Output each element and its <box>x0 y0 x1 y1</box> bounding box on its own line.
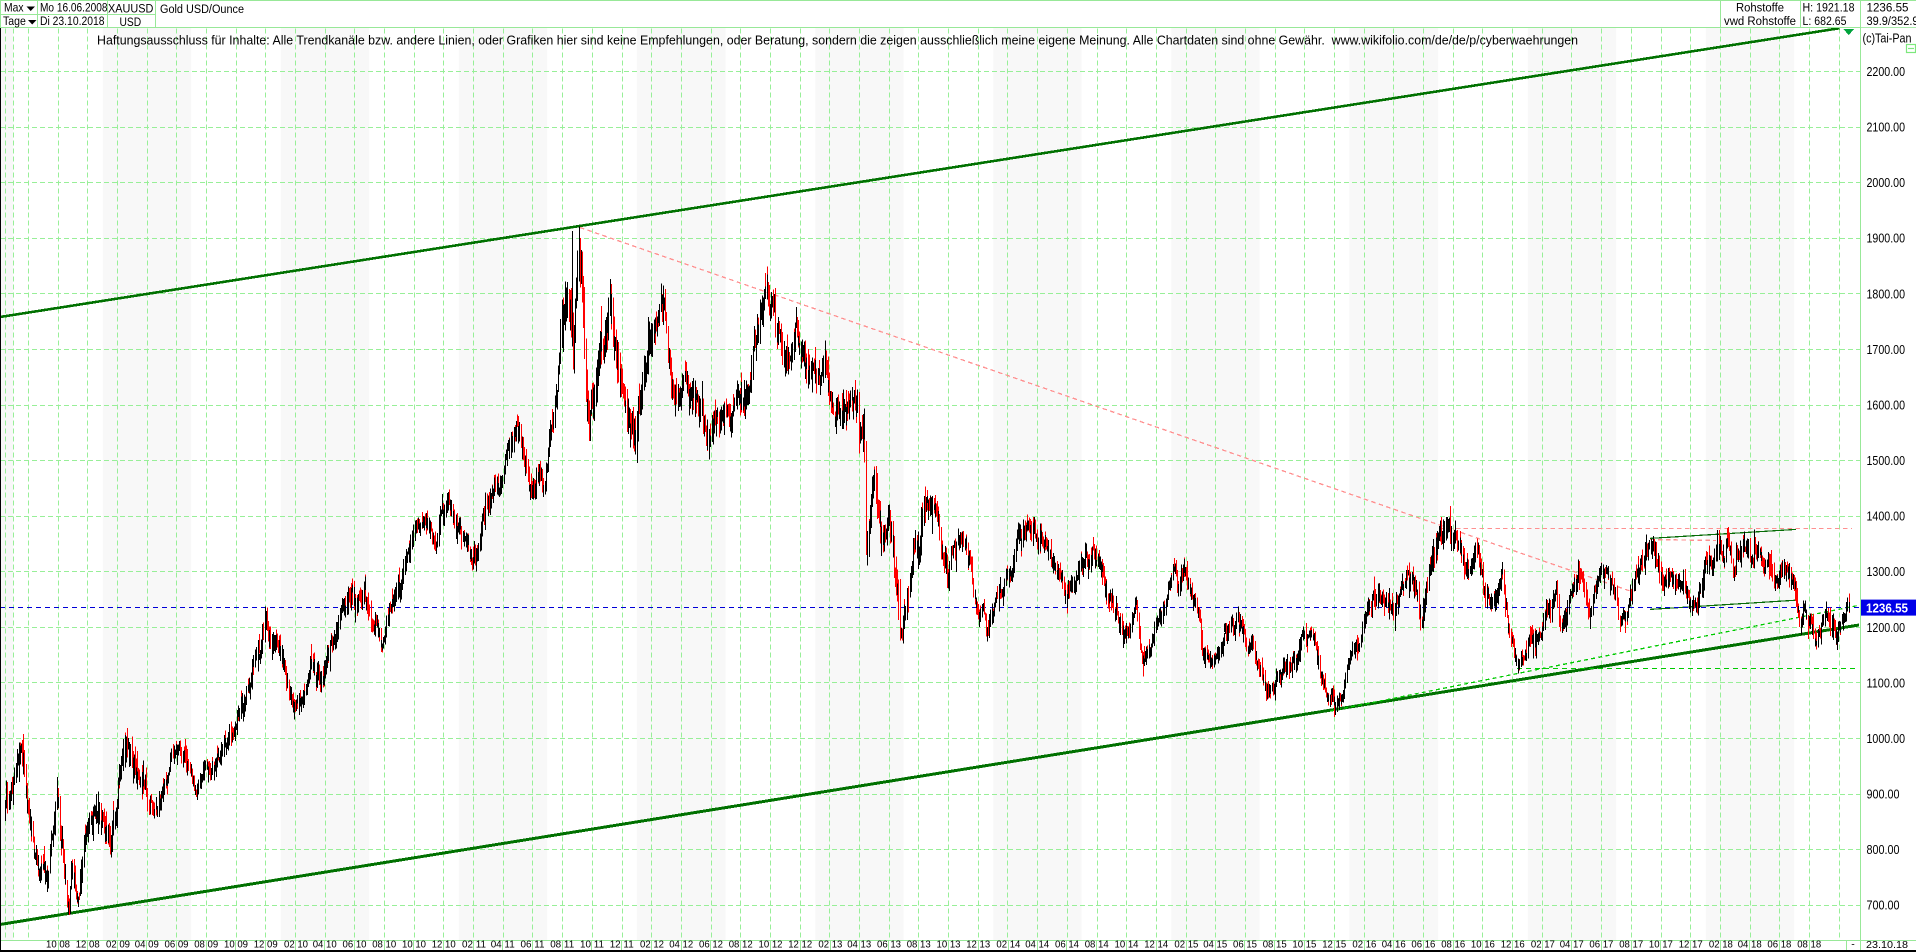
svg-text:(c)Tai-Pan: (c)Tai-Pan <box>1863 32 1912 46</box>
svg-text:04 18: 04 18 <box>1738 939 1762 951</box>
svg-text:06 09: 06 09 <box>165 939 189 951</box>
svg-text:10 12: 10 12 <box>759 939 783 951</box>
svg-text:08 11: 08 11 <box>550 939 574 951</box>
svg-text:04 17: 04 17 <box>1560 939 1584 951</box>
svg-text:10 15: 10 15 <box>1292 939 1316 951</box>
svg-text:1000.00: 1000.00 <box>1867 732 1906 746</box>
svg-text:12 10: 12 10 <box>432 939 456 951</box>
svg-text:08 15: 08 15 <box>1263 939 1287 951</box>
svg-text:2200.00: 2200.00 <box>1867 65 1906 79</box>
svg-text:04 14: 04 14 <box>1025 939 1049 951</box>
svg-text:10 08: 10 08 <box>46 939 70 951</box>
svg-text:L: 682.65: L: 682.65 <box>1803 14 1847 28</box>
svg-text:39.9/352.9: 39.9/352.9 <box>1867 14 1916 28</box>
svg-text:10 09: 10 09 <box>224 939 248 951</box>
svg-text:12 15: 12 15 <box>1322 939 1346 951</box>
svg-text:12 11: 12 11 <box>610 939 634 951</box>
svg-text:02 14: 02 14 <box>996 939 1020 951</box>
svg-text:02 17: 02 17 <box>1531 939 1555 951</box>
svg-text:08 18: 08 18 <box>1797 939 1821 951</box>
svg-text:12 09: 12 09 <box>254 939 278 951</box>
svg-text:1700.00: 1700.00 <box>1867 343 1906 357</box>
svg-text:1300.00: 1300.00 <box>1867 565 1906 579</box>
svg-text:04 12: 04 12 <box>669 939 693 951</box>
svg-text:02 18: 02 18 <box>1709 939 1733 951</box>
svg-text:04 11: 04 11 <box>491 939 515 951</box>
svg-text:1400.00: 1400.00 <box>1867 510 1906 524</box>
svg-text:XAUUSD: XAUUSD <box>108 2 153 16</box>
svg-text:Gold USD/Ounce: Gold USD/Ounce <box>160 2 244 16</box>
svg-text:10 14: 10 14 <box>1115 939 1139 951</box>
svg-text:10 10: 10 10 <box>402 939 426 951</box>
svg-text:Tage: Tage <box>3 14 26 28</box>
svg-text:12 13: 12 13 <box>966 939 990 951</box>
svg-text:08 13: 08 13 <box>907 939 931 951</box>
svg-text:06 18: 06 18 <box>1767 939 1791 951</box>
svg-text:08 14: 08 14 <box>1085 939 1109 951</box>
svg-text:1236.55: 1236.55 <box>1867 1 1909 15</box>
svg-text:02 11: 02 11 <box>462 939 486 951</box>
svg-text:vwd Rohstoffe: vwd Rohstoffe <box>1724 14 1796 28</box>
svg-text:12 14: 12 14 <box>1144 939 1168 951</box>
svg-text:02 12: 02 12 <box>640 939 664 951</box>
svg-text:800.00: 800.00 <box>1867 843 1900 857</box>
svg-text:06 12: 06 12 <box>699 939 723 951</box>
svg-text:Di 23.10.2018: Di 23.10.2018 <box>40 14 105 28</box>
svg-text:H: 1921.18: H: 1921.18 <box>1803 1 1855 15</box>
svg-text:10 17: 10 17 <box>1649 939 1673 951</box>
svg-text:Rohstoffe: Rohstoffe <box>1736 1 1784 15</box>
svg-text:USD: USD <box>120 15 142 29</box>
svg-text:06 13: 06 13 <box>877 939 901 951</box>
svg-text:06 10: 06 10 <box>343 939 367 951</box>
svg-text:1500.00: 1500.00 <box>1867 454 1906 468</box>
svg-text:10 11: 10 11 <box>580 939 604 951</box>
svg-text:23.10.18: 23.10.18 <box>1866 939 1908 951</box>
svg-text:12 12: 12 12 <box>788 939 812 951</box>
svg-text:08 09: 08 09 <box>194 939 218 951</box>
svg-text:04 13: 04 13 <box>847 939 871 951</box>
svg-text:02 15: 02 15 <box>1174 939 1198 951</box>
svg-text:Mo 16.06.2008: Mo 16.06.2008 <box>40 1 108 15</box>
svg-text:2000.00: 2000.00 <box>1867 176 1906 190</box>
svg-text:1200.00: 1200.00 <box>1867 621 1906 635</box>
svg-text:1100.00: 1100.00 <box>1867 676 1906 690</box>
svg-text:08 17: 08 17 <box>1619 939 1643 951</box>
svg-text:-: - <box>1851 939 1855 951</box>
svg-text:10 13: 10 13 <box>937 939 961 951</box>
svg-text:08 12: 08 12 <box>729 939 753 951</box>
svg-text:Max: Max <box>4 1 24 15</box>
svg-text:12 16: 12 16 <box>1501 939 1525 951</box>
svg-text:1800.00: 1800.00 <box>1867 287 1906 301</box>
svg-text:04 15: 04 15 <box>1203 939 1227 951</box>
svg-text:10 16: 10 16 <box>1471 939 1495 951</box>
svg-text:700.00: 700.00 <box>1867 899 1900 913</box>
svg-text:04 16: 04 16 <box>1382 939 1406 951</box>
svg-text:06 11: 06 11 <box>521 939 545 951</box>
svg-text:12 17: 12 17 <box>1679 939 1703 951</box>
svg-text:06 16: 06 16 <box>1411 939 1435 951</box>
svg-text:08 10: 08 10 <box>372 939 396 951</box>
svg-text:06 14: 06 14 <box>1055 939 1079 951</box>
svg-text:02 10: 02 10 <box>284 939 308 951</box>
svg-text:08 16: 08 16 <box>1441 939 1465 951</box>
svg-text:12 08: 12 08 <box>76 939 100 951</box>
svg-text:1236.55: 1236.55 <box>1866 601 1908 615</box>
svg-text:06 15: 06 15 <box>1233 939 1257 951</box>
svg-text:1900.00: 1900.00 <box>1867 232 1906 246</box>
svg-text:1600.00: 1600.00 <box>1867 398 1906 412</box>
svg-text:06 17: 06 17 <box>1589 939 1613 951</box>
svg-text:04 09: 04 09 <box>135 939 159 951</box>
svg-text:02 16: 02 16 <box>1352 939 1376 951</box>
svg-text:02 13: 02 13 <box>818 939 842 951</box>
svg-text:2100.00: 2100.00 <box>1867 121 1906 135</box>
svg-text:04 10: 04 10 <box>313 939 337 951</box>
svg-text:Haftungsausschluss für Inhalte: Haftungsausschluss für Inhalte: Alle Tre… <box>97 32 1578 47</box>
svg-text:900.00: 900.00 <box>1867 788 1900 802</box>
svg-text:02 09: 02 09 <box>106 939 130 951</box>
